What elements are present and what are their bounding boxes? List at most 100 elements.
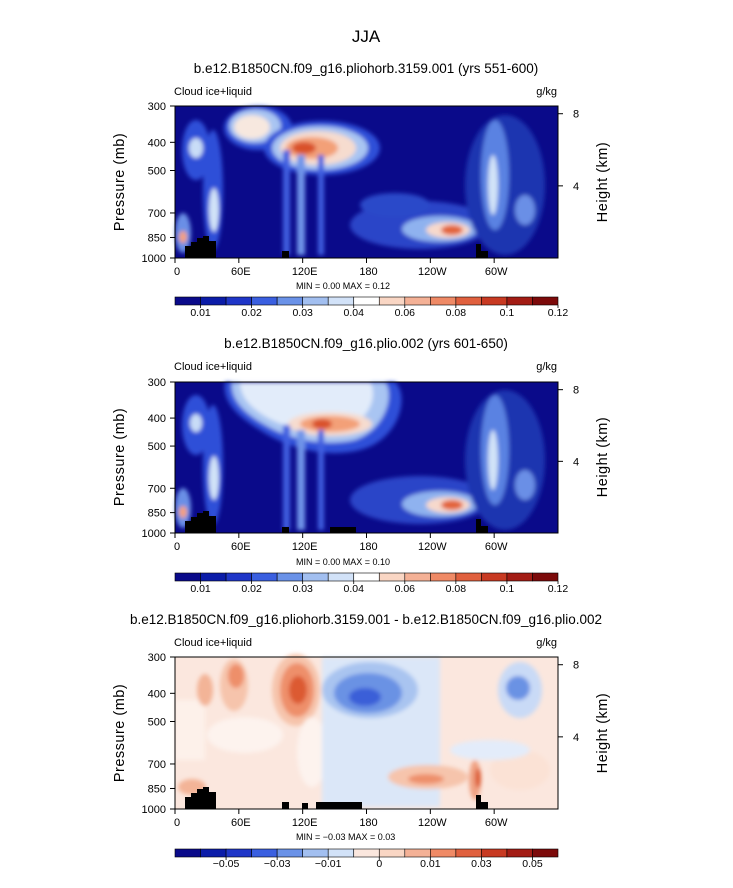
panel-3-title: b.e12.B1850CN.f09_g16.pliohorb.3159.001 … [130,612,602,627]
longitude-tick-label: 180 [359,817,377,829]
panel-3-pressure-axis: 300 400 500 700 850 1000 [142,652,175,816]
longitude-tick-label: 180 [359,541,377,553]
height-tick-label: 8 [573,385,579,397]
colorbar-swatch [276,848,303,858]
panel-3-variable-label: Cloud ice+liquid [174,637,252,649]
colorbar-label: 0.02 [241,307,262,319]
panel-1-plot-area [174,105,559,259]
colorbar-label: 0.12 [548,583,569,595]
pressure-tick-label: 1000 [142,253,166,265]
longitude-tick-label: 120W [418,817,447,829]
panel-1-terrain [185,236,488,258]
colorbar-swatch [378,848,406,858]
colorbar-swatch [481,296,508,306]
colorbar-swatch [455,572,482,582]
pressure-tick-label: 700 [148,208,166,220]
panel-1-minmax: MIN = 0.00 MAX = 0.12 [296,281,390,291]
panel-2-units: g/kg [536,361,557,373]
colorbar-label: 0.03 [471,858,492,870]
colorbar-swatch [327,848,355,858]
figure-title: JJA [352,27,381,46]
colorbar-label: 0.04 [344,307,365,319]
panel-1-height-axis: 84 [558,109,579,193]
panel-2-pressure-axis: 300 400 500 700 850 1000 [142,377,175,540]
panel-2-longitude-axis: 0 60E 120E 180 120W 60W [174,533,508,553]
longitude-tick-label: 120W [418,541,447,553]
colorbar-swatch [404,296,431,306]
colorbar-swatch [251,296,278,306]
colorbar-swatch [481,572,508,582]
colorbar-label: 0 [376,858,382,870]
longitude-tick-label: 120E [292,266,318,278]
pressure-tick-label: 1000 [142,528,166,540]
colorbar-swatch [225,296,252,306]
pressure-tick-label: 850 [148,783,166,795]
longitude-tick-label: 0 [174,266,180,278]
colorbar-swatch [302,572,329,582]
colorbar-label: 0.01 [190,307,211,319]
height-tick-label: 4 [573,181,579,193]
panel-1-title: b.e12.B1850CN.f09_g16.pliohorb.3159.001 … [194,61,539,76]
panel-3-colorbar: −0.05 −0.03 −0.01 0 0.01 0.03 0.05 [174,848,559,870]
panel-1-ylabel-right: Height (km) [595,142,611,222]
panel-1-contours [175,106,545,255]
colorbar-swatch [353,572,380,582]
panel-2-terrain [185,511,488,533]
pressure-tick-label: 300 [148,652,166,664]
panel-2-height-axis: 84 [558,385,579,468]
longitude-tick-label: 120E [292,541,318,553]
pressure-tick-label: 400 [148,688,166,700]
panel-1-variable-label: Cloud ice+liquid [174,86,252,98]
panel-1-colorbar: 0.01 0.02 0.03 0.04 0.06 0.08 0.1 0.12 [174,296,568,319]
panel-3-height-axis: 84 [558,660,579,744]
colorbar-swatch [327,572,355,582]
longitude-tick-label: 180 [359,266,377,278]
colorbar-swatch [404,848,431,858]
panel-3-terrain [185,787,488,809]
colorbar-swatch [302,848,329,858]
panel-2-variable-label: Cloud ice+liquid [174,361,252,373]
colorbar-swatch [302,296,329,306]
longitude-tick-label: 60E [231,266,251,278]
pressure-tick-label: 500 [148,165,166,177]
colorbar-swatch [200,572,227,582]
colorbar-label: 0.06 [395,307,416,319]
panel-3-contours [175,654,550,807]
panel-2-ylabel-right: Height (km) [595,417,611,497]
panel-3: b.e12.B1850CN.f09_g16.pliohorb.3159.001 … [112,612,611,870]
colorbar-label: 0.03 [292,583,313,595]
pressure-tick-label: 400 [148,137,166,149]
pressure-tick-label: 1000 [142,804,166,816]
colorbar-swatch [251,572,278,582]
panel-2-title: b.e12.B1850CN.f09_g16.plio.002 (yrs 601-… [224,336,508,351]
height-tick-label: 4 [573,732,579,744]
panel-2-colorbar: 0.01 0.02 0.03 0.04 0.06 0.08 0.1 0.12 [174,572,569,595]
colorbar-swatch [532,572,559,582]
colorbar-swatch [353,296,380,306]
colorbar-swatch [506,848,533,858]
longitude-tick-label: 0 [174,817,180,829]
colorbar-swatch [430,848,457,858]
pressure-tick-label: 850 [148,508,166,520]
pressure-tick-label: 300 [148,101,166,113]
colorbar-swatch [506,296,533,306]
pressure-tick-label: 700 [148,759,166,771]
pressure-tick-label: 500 [148,716,166,728]
colorbar-label: 0.02 [241,583,262,595]
longitude-tick-label: 120E [292,817,318,829]
longitude-tick-label: 60E [231,817,251,829]
colorbar-label: 0.01 [190,583,211,595]
colorbar-swatch [378,572,406,582]
colorbar-label: 0.1 [500,583,515,595]
colorbar-swatch [225,572,252,582]
longitude-tick-label: 60W [485,541,508,553]
longitude-tick-label: 0 [174,541,180,553]
height-tick-label: 4 [573,456,579,468]
panel-2-ylabel-left: Pressure (mb) [112,408,128,506]
colorbar-swatch [430,572,457,582]
colorbar-swatch [276,296,303,306]
colorbar-label: 0.1 [500,307,515,319]
height-tick-label: 8 [573,660,579,672]
colorbar-swatch [225,848,252,858]
